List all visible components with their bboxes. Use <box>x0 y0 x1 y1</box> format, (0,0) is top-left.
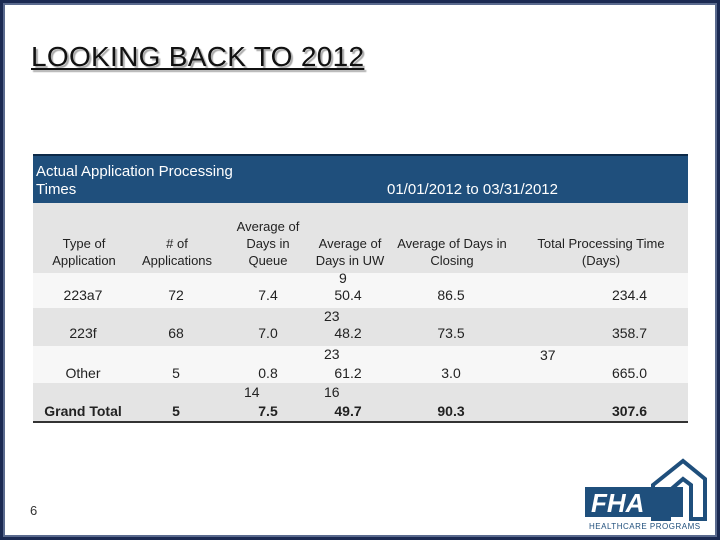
logo-text: FHA <box>591 488 644 518</box>
table-cell: 68 <box>168 325 184 341</box>
text-fragment: 9 <box>339 270 347 286</box>
table-cell: 234.4 <box>611 287 647 303</box>
row-band <box>33 308 688 346</box>
table-cell: 49.7 <box>334 403 362 419</box>
logo-box <box>585 487 683 517</box>
table-cell: 5 <box>172 403 180 419</box>
table-cell: 7.4 <box>258 287 278 303</box>
row-band <box>33 383 688 423</box>
table-cell: 72 <box>168 287 184 303</box>
table-cell: 3.0 <box>441 365 461 381</box>
table-cell: 223a7 <box>63 287 103 303</box>
table-cell: 5 <box>172 365 180 381</box>
column-header: Average of Days in Closing <box>397 236 507 268</box>
row-band <box>33 346 688 383</box>
table-cell: 73.5 <box>437 325 465 341</box>
logo-house <box>651 458 707 521</box>
table-cell: 307.6 <box>611 403 647 419</box>
table-title-bar <box>33 154 688 203</box>
column-header: Average of Days in UW <box>315 236 385 268</box>
table-cell: 7.0 <box>258 325 278 341</box>
text-fragment: 14 <box>244 384 260 400</box>
text-fragment: 16 <box>324 384 340 400</box>
text-fragment: 23 <box>324 308 340 324</box>
slide-title: LOOKING BACK TO 2012 <box>31 41 365 72</box>
logo-subtitle: HEALTHCARE PROGRAMS <box>589 522 701 531</box>
table-cell: 90.3 <box>437 403 465 419</box>
table-cell: 50.4 <box>334 287 362 303</box>
table-cell: 223f <box>69 325 97 341</box>
table-cell: 86.5 <box>437 287 465 303</box>
text-fragment: 37 <box>540 347 556 363</box>
column-header: Average of Days in Queue <box>236 219 300 268</box>
page-number: 6 <box>30 503 38 518</box>
table-cell: 48.2 <box>334 325 362 341</box>
column-header: Type of Application <box>52 236 116 268</box>
table-cell: Grand Total <box>44 403 122 419</box>
row-band <box>33 273 688 308</box>
fha-logo: FHA HEALTHCARE PROGRAMS <box>585 458 707 531</box>
table-cell: 7.5 <box>258 403 278 419</box>
column-header: Total Processing Time (Days) <box>537 236 665 268</box>
table-caption: Actual Application Processing Times <box>36 163 233 198</box>
table-cell: 665.0 <box>611 365 647 381</box>
table-cell: Other <box>65 365 101 381</box>
table-cell: 0.8 <box>258 365 278 381</box>
table-cell: 358.7 <box>611 325 647 341</box>
text-fragment: 23 <box>324 346 340 362</box>
header-band <box>33 201 688 273</box>
date-range: 01/01/2012 to 03/31/2012 <box>387 181 558 198</box>
column-header: # of Applications <box>141 236 213 268</box>
table-cell: 61.2 <box>334 365 362 381</box>
